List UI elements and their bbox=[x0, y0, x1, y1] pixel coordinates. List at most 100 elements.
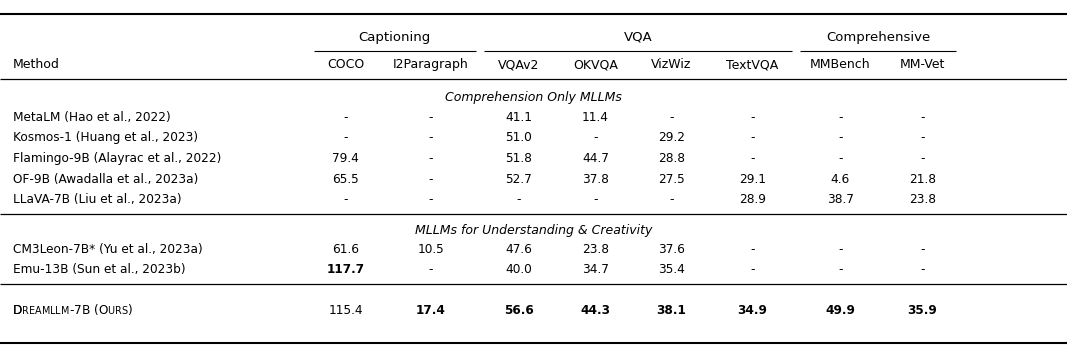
Text: 10.5: 10.5 bbox=[417, 243, 445, 256]
Text: Comprehension Only MLLMs: Comprehension Only MLLMs bbox=[445, 91, 622, 104]
Text: 44.7: 44.7 bbox=[582, 152, 609, 165]
Text: -: - bbox=[838, 243, 843, 256]
Text: B: B bbox=[81, 304, 90, 317]
Text: 37.8: 37.8 bbox=[582, 173, 609, 186]
Text: -: - bbox=[750, 243, 754, 256]
Text: ): ) bbox=[128, 304, 132, 317]
Text: Flamingo-9B (Alayrac et al., 2022): Flamingo-9B (Alayrac et al., 2022) bbox=[13, 152, 221, 165]
Text: VQA: VQA bbox=[624, 31, 652, 44]
Text: 7: 7 bbox=[74, 304, 81, 317]
Text: -: - bbox=[429, 173, 433, 186]
Text: -: - bbox=[750, 111, 754, 124]
Text: -: - bbox=[920, 111, 925, 124]
Text: MM-Vet: MM-Vet bbox=[899, 59, 945, 71]
Text: 29.2: 29.2 bbox=[657, 131, 685, 144]
Text: 51.8: 51.8 bbox=[505, 152, 532, 165]
Text: 44.3: 44.3 bbox=[580, 304, 610, 317]
Text: -: - bbox=[920, 263, 925, 276]
Text: MetaLM (Hao et al., 2022): MetaLM (Hao et al., 2022) bbox=[13, 111, 171, 124]
Text: -: - bbox=[838, 152, 843, 165]
Text: 79.4: 79.4 bbox=[332, 152, 360, 165]
Text: -: - bbox=[429, 131, 433, 144]
Text: R: R bbox=[22, 306, 29, 316]
Text: -: - bbox=[593, 131, 598, 144]
Text: 61.6: 61.6 bbox=[332, 243, 360, 256]
Text: E: E bbox=[29, 306, 35, 316]
Text: 28.9: 28.9 bbox=[738, 193, 766, 206]
Text: O: O bbox=[98, 304, 108, 317]
Text: D: D bbox=[13, 304, 22, 317]
Text: M: M bbox=[42, 306, 50, 316]
Text: 37.6: 37.6 bbox=[657, 243, 685, 256]
Text: -: - bbox=[750, 263, 754, 276]
Text: -: - bbox=[429, 193, 433, 206]
Text: -: - bbox=[920, 152, 925, 165]
Text: MMBench: MMBench bbox=[810, 59, 871, 71]
Text: 35.4: 35.4 bbox=[657, 263, 685, 276]
Text: 47.6: 47.6 bbox=[505, 243, 532, 256]
Text: -: - bbox=[429, 263, 433, 276]
Text: -: - bbox=[669, 111, 673, 124]
Text: VQAv2: VQAv2 bbox=[498, 59, 539, 71]
Text: 52.7: 52.7 bbox=[505, 173, 532, 186]
Text: -: - bbox=[344, 193, 348, 206]
Text: -: - bbox=[344, 111, 348, 124]
Text: -: - bbox=[69, 304, 74, 317]
Text: L: L bbox=[50, 306, 55, 316]
Text: CM3Leon-7B* (Yu et al., 2023a): CM3Leon-7B* (Yu et al., 2023a) bbox=[13, 243, 203, 256]
Text: COCO: COCO bbox=[328, 59, 364, 71]
Text: -: - bbox=[429, 111, 433, 124]
Text: 38.1: 38.1 bbox=[656, 304, 686, 317]
Text: I2Paragraph: I2Paragraph bbox=[394, 59, 468, 71]
Text: -: - bbox=[669, 193, 673, 206]
Text: OF-9B (Awadalla et al., 2023a): OF-9B (Awadalla et al., 2023a) bbox=[13, 173, 198, 186]
Text: 27.5: 27.5 bbox=[657, 173, 685, 186]
Text: S: S bbox=[122, 306, 128, 316]
Text: 34.7: 34.7 bbox=[582, 263, 609, 276]
Text: 38.7: 38.7 bbox=[827, 193, 854, 206]
Text: -: - bbox=[593, 193, 598, 206]
Text: -: - bbox=[750, 131, 754, 144]
Text: -: - bbox=[516, 193, 521, 206]
Text: 28.8: 28.8 bbox=[657, 152, 685, 165]
Text: 23.8: 23.8 bbox=[909, 193, 936, 206]
Text: U: U bbox=[108, 306, 114, 316]
Text: 11.4: 11.4 bbox=[582, 111, 609, 124]
Text: -: - bbox=[838, 111, 843, 124]
Text: -: - bbox=[920, 243, 925, 256]
Text: 49.9: 49.9 bbox=[826, 304, 855, 317]
Text: TextVQA: TextVQA bbox=[727, 59, 778, 71]
Text: OKVQA: OKVQA bbox=[573, 59, 618, 71]
Text: 56.6: 56.6 bbox=[504, 304, 534, 317]
Text: -: - bbox=[920, 131, 925, 144]
Text: D: D bbox=[13, 304, 22, 317]
Text: R: R bbox=[114, 306, 122, 316]
Text: Emu-13B (Sun et al., 2023b): Emu-13B (Sun et al., 2023b) bbox=[13, 263, 186, 276]
Text: 29.1: 29.1 bbox=[738, 173, 766, 186]
Text: 117.7: 117.7 bbox=[327, 263, 365, 276]
Text: Kosmos-1 (Huang et al., 2023): Kosmos-1 (Huang et al., 2023) bbox=[13, 131, 198, 144]
Text: 40.0: 40.0 bbox=[505, 263, 532, 276]
Text: Method: Method bbox=[13, 59, 60, 71]
Text: (: ( bbox=[94, 304, 98, 317]
Text: -: - bbox=[750, 152, 754, 165]
Text: 17.4: 17.4 bbox=[416, 304, 446, 317]
Text: 41.1: 41.1 bbox=[505, 111, 532, 124]
Text: -: - bbox=[838, 131, 843, 144]
Text: A: A bbox=[35, 306, 42, 316]
Text: 65.5: 65.5 bbox=[332, 173, 360, 186]
Text: L: L bbox=[55, 306, 61, 316]
Text: 34.9: 34.9 bbox=[737, 304, 767, 317]
Text: MLLMs for Understanding & Creativity: MLLMs for Understanding & Creativity bbox=[415, 225, 652, 237]
Text: M: M bbox=[61, 306, 69, 316]
Text: 23.8: 23.8 bbox=[582, 243, 609, 256]
Text: 51.0: 51.0 bbox=[505, 131, 532, 144]
Text: Comprehensive: Comprehensive bbox=[826, 31, 930, 44]
Text: 35.9: 35.9 bbox=[908, 304, 937, 317]
Text: LLaVA-7B (Liu et al., 2023a): LLaVA-7B (Liu et al., 2023a) bbox=[13, 193, 181, 206]
Text: VizWiz: VizWiz bbox=[651, 59, 691, 71]
Text: -: - bbox=[838, 263, 843, 276]
Text: Captioning: Captioning bbox=[359, 31, 431, 44]
Text: 4.6: 4.6 bbox=[830, 173, 850, 186]
Text: 21.8: 21.8 bbox=[909, 173, 936, 186]
